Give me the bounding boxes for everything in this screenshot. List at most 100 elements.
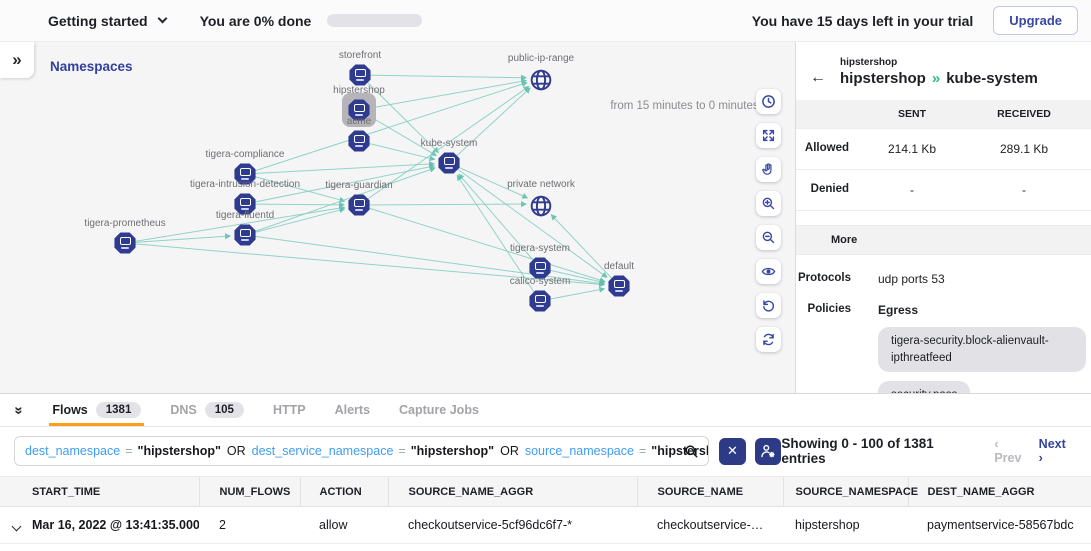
tab-label: DNS (170, 403, 197, 417)
more-section-header: More (796, 225, 1091, 255)
column-header-action[interactable]: ACTION (299, 476, 388, 507)
tab-label: Capture Jobs (399, 403, 479, 417)
getting-started-menu[interactable]: Getting started (48, 12, 168, 29)
query-segment-val: "hipstershop" (410, 444, 495, 458)
policies-label: Policies (807, 303, 851, 315)
graph-node-hipstershop[interactable]: hipstershop (294, 85, 424, 121)
graph-node-tigera-compliance[interactable]: tigera-compliance (180, 149, 310, 185)
getting-started-label: Getting started (48, 12, 148, 29)
graph-edge-kube-system-to-public-ip-range (448, 87, 531, 164)
service-graph-panel[interactable]: » Namespaces from 15 minutes to 0 minute… (0, 42, 795, 393)
graph-edge-calico-system-to-default (539, 286, 606, 302)
column-header-start_time[interactable]: START_TIME (0, 476, 199, 507)
expand-tool-button[interactable] (756, 123, 781, 148)
namespace-icon (234, 224, 256, 246)
protocols-row: Protocols udp ports 53 (796, 272, 1091, 286)
graph-node-calico-system[interactable]: calico-system (475, 276, 605, 312)
refresh-tool-button[interactable] (756, 327, 781, 352)
zoom-out-tool-button[interactable] (756, 225, 781, 250)
namespace-icon (348, 130, 370, 152)
zoom-out-icon (761, 230, 776, 245)
pan-hand-tool-button[interactable] (756, 157, 781, 182)
graph-node-tigera-prometheus[interactable]: tigera-prometheus (60, 218, 190, 254)
cell-action: allow (300, 506, 388, 544)
bottom-panel: » Flows 1381 DNS 105 HTTP Alerts Capture Jobs … (0, 393, 1091, 551)
zoom-in-tool-button[interactable] (756, 191, 781, 216)
graph-node-label: storefront (338, 50, 382, 61)
policies-row: Policies Egress (796, 303, 1091, 317)
policy-pill[interactable]: security.pass (878, 381, 971, 393)
back-arrow-icon[interactable]: ← (810, 69, 826, 86)
cell-source_name_aggr: checkoutservice-5cf96dc6f7-* (388, 506, 637, 544)
column-header-num_flows[interactable]: NUM_FLOWS (198, 476, 300, 507)
graph-node-label: tigera-intrusion-detection (189, 179, 301, 190)
graph-node-tigera-intrusion-detection[interactable]: tigera-intrusion-detection (180, 179, 310, 215)
allowed-label: Allowed (804, 142, 849, 154)
graph-edge-tigera-system-to-kube-system (458, 173, 541, 269)
undo-tool-button[interactable] (756, 293, 781, 318)
tab-http[interactable]: HTTP (273, 394, 306, 426)
graph-node-tigera-fluentd[interactable]: tigera-fluentd (180, 210, 310, 246)
pan-hand-icon (761, 162, 776, 177)
graph-node-tigera-system[interactable]: tigera-system (475, 243, 605, 279)
column-header-source_name[interactable]: SOURCE_NAME (636, 476, 783, 507)
graph-edge-storefront-to-public-ip-range (359, 74, 528, 81)
pagination-summary: Showing 0 - 100 of 1381 entries (781, 436, 934, 466)
graph-node-default[interactable]: default (554, 261, 684, 297)
clear-query-button[interactable]: ✕ (719, 437, 746, 465)
graph-node-tigera-guardian[interactable]: tigera-guardian (294, 180, 424, 216)
graph-node-label: calico-system (509, 276, 571, 287)
graph-edge-tigera-guardian-to-default (358, 204, 606, 283)
graph-node-label: default (603, 261, 635, 272)
eye-tool-button[interactable] (756, 259, 781, 284)
column-header-dest_name_aggr[interactable]: DEST_NAME_AGGR (907, 476, 1091, 507)
tab-dns[interactable]: DNS 105 (170, 394, 244, 426)
search-icon[interactable] (684, 444, 699, 462)
graph-edge-hipstershop-to-public-ip-range (358, 78, 528, 111)
graph-edge-tigera-guardian-to-public-ip-range (358, 86, 530, 206)
graph-node-storefront[interactable]: storefront (295, 50, 425, 86)
namespace-icon (349, 64, 371, 86)
graph-node-label: tigera-prometheus (84, 218, 166, 229)
table-row[interactable]: Mar 16, 2022 @ 13:41:35.000 2 allow checkou… (0, 506, 1091, 544)
cell-num_flows: 2 (199, 506, 300, 544)
user-query-settings-button[interactable] (754, 437, 782, 465)
upgrade-button[interactable]: Upgrade (993, 6, 1078, 35)
graph-node-kube-system[interactable]: kube-system (384, 138, 514, 174)
graph-edge-kube-system-to-default (448, 162, 608, 278)
next-page-button[interactable]: Next › (1038, 437, 1066, 465)
clock-tool-button[interactable] (756, 89, 781, 114)
denied-received-value: - (1022, 183, 1026, 197)
graph-edge-calico-system-to-kube-system (456, 174, 541, 302)
graph-node-public-ip-range[interactable]: public-ip-range (476, 53, 606, 93)
expand-sidebar-button[interactable]: » (0, 42, 34, 78)
expand-icon (761, 128, 776, 143)
details-title-dest: kube-system (946, 69, 1038, 87)
graph-node-acme[interactable]: acme (294, 116, 424, 152)
query-segment-key: dest_service_namespace (251, 444, 394, 458)
flows-table-header-row: START_TIME NUM_FLOWS ACTION SOURCE_NAME_AGG… (0, 476, 1091, 507)
query-segment-bool: OR (226, 444, 246, 458)
prev-page-button[interactable]: ‹ Prev (994, 437, 1022, 465)
policy-pill-list: tigera-security.block-alienvault-ipthrea… (796, 327, 1091, 393)
column-header-source_namespace[interactable]: SOURCE_NAMESPACE (782, 476, 918, 507)
column-header-source_name_aggr[interactable]: SOURCE_NAME_AGGR (387, 476, 637, 507)
policy-pill[interactable]: tigera-security.block-alienvault-ipthrea… (878, 327, 1086, 373)
namespace-icon (529, 290, 551, 312)
graph-node-label: kube-system (420, 138, 478, 149)
namespace-icon (438, 152, 460, 174)
query-segment-bool: OR (500, 444, 519, 458)
flow-query-input[interactable]: dest_namespace = "hipstershop" OR dest_servi… (14, 436, 710, 466)
collapse-panel-icon[interactable]: » (10, 405, 28, 415)
cell-source_namespace: hipstershop (783, 506, 908, 544)
tab-flows[interactable]: Flows 1381 (49, 394, 145, 426)
namespace-icon (234, 193, 256, 215)
time-range-label: from 15 minutes to 0 minutes ago (610, 100, 781, 112)
graph-node-label: tigera-guardian (325, 180, 393, 191)
graph-node-label: tigera-compliance (205, 149, 285, 160)
graph-node-private-network[interactable]: private network (476, 179, 606, 219)
tab-alerts[interactable]: Alerts (335, 394, 370, 426)
row-expander-chevron-icon[interactable] (11, 521, 22, 532)
denied-sent-value: - (910, 183, 914, 197)
tab-capture-jobs[interactable]: Capture Jobs (399, 394, 479, 426)
